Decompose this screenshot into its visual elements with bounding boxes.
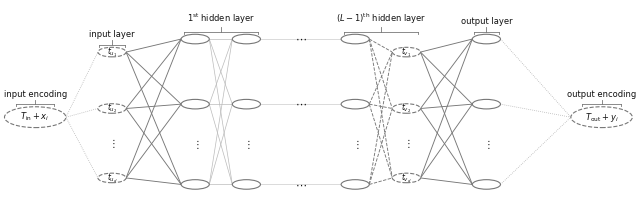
Text: $\vdots$: $\vdots$ (243, 138, 250, 151)
Circle shape (181, 34, 209, 44)
Text: 1$^{\mathrm{st}}$ hidden layer: 1$^{\mathrm{st}}$ hidden layer (187, 12, 255, 26)
Circle shape (472, 34, 500, 44)
Text: input encoding: input encoding (4, 90, 67, 99)
Circle shape (232, 180, 260, 189)
Circle shape (181, 180, 209, 189)
Text: output encoding: output encoding (567, 90, 636, 99)
Text: $t_{v_d}$: $t_{v_d}$ (401, 171, 412, 185)
Text: output layer: output layer (461, 17, 512, 26)
Text: $\cdots$: $\cdots$ (295, 34, 307, 44)
Text: $\vdots$: $\vdots$ (483, 138, 490, 151)
Text: $\vdots$: $\vdots$ (108, 137, 116, 150)
Text: $T_{\mathrm{in}} + x_i$: $T_{\mathrm{in}} + x_i$ (20, 111, 50, 123)
Text: $t_{u_1}$: $t_{u_1}$ (107, 45, 117, 59)
Circle shape (392, 47, 420, 57)
Text: input layer: input layer (89, 30, 135, 39)
Circle shape (232, 99, 260, 109)
Text: $\vdots$: $\vdots$ (403, 137, 410, 150)
Circle shape (232, 34, 260, 44)
Text: $t_{v_1}$: $t_{v_1}$ (401, 45, 412, 59)
Circle shape (571, 107, 632, 128)
Text: $(L-1)^{\mathrm{th}}$ hidden layer: $(L-1)^{\mathrm{th}}$ hidden layer (335, 12, 426, 26)
Text: $\cdots$: $\cdots$ (295, 99, 307, 109)
Text: $t_{u_2}$: $t_{u_2}$ (107, 102, 117, 115)
Text: $\vdots$: $\vdots$ (191, 138, 199, 151)
Text: $t_{u_d}$: $t_{u_d}$ (107, 171, 117, 185)
Text: $t_{v_2}$: $t_{v_2}$ (401, 102, 412, 115)
Circle shape (341, 180, 369, 189)
Circle shape (472, 180, 500, 189)
Circle shape (341, 99, 369, 109)
Circle shape (4, 107, 66, 128)
Circle shape (392, 104, 420, 113)
Text: $\cdots$: $\cdots$ (295, 179, 307, 189)
Circle shape (98, 104, 126, 113)
Circle shape (472, 99, 500, 109)
Circle shape (181, 99, 209, 109)
Text: $\vdots$: $\vdots$ (351, 138, 359, 151)
Circle shape (98, 173, 126, 183)
Circle shape (392, 173, 420, 183)
Circle shape (341, 34, 369, 44)
Circle shape (98, 47, 126, 57)
Text: $T_{\mathrm{out}} + y_i$: $T_{\mathrm{out}} + y_i$ (585, 111, 618, 124)
